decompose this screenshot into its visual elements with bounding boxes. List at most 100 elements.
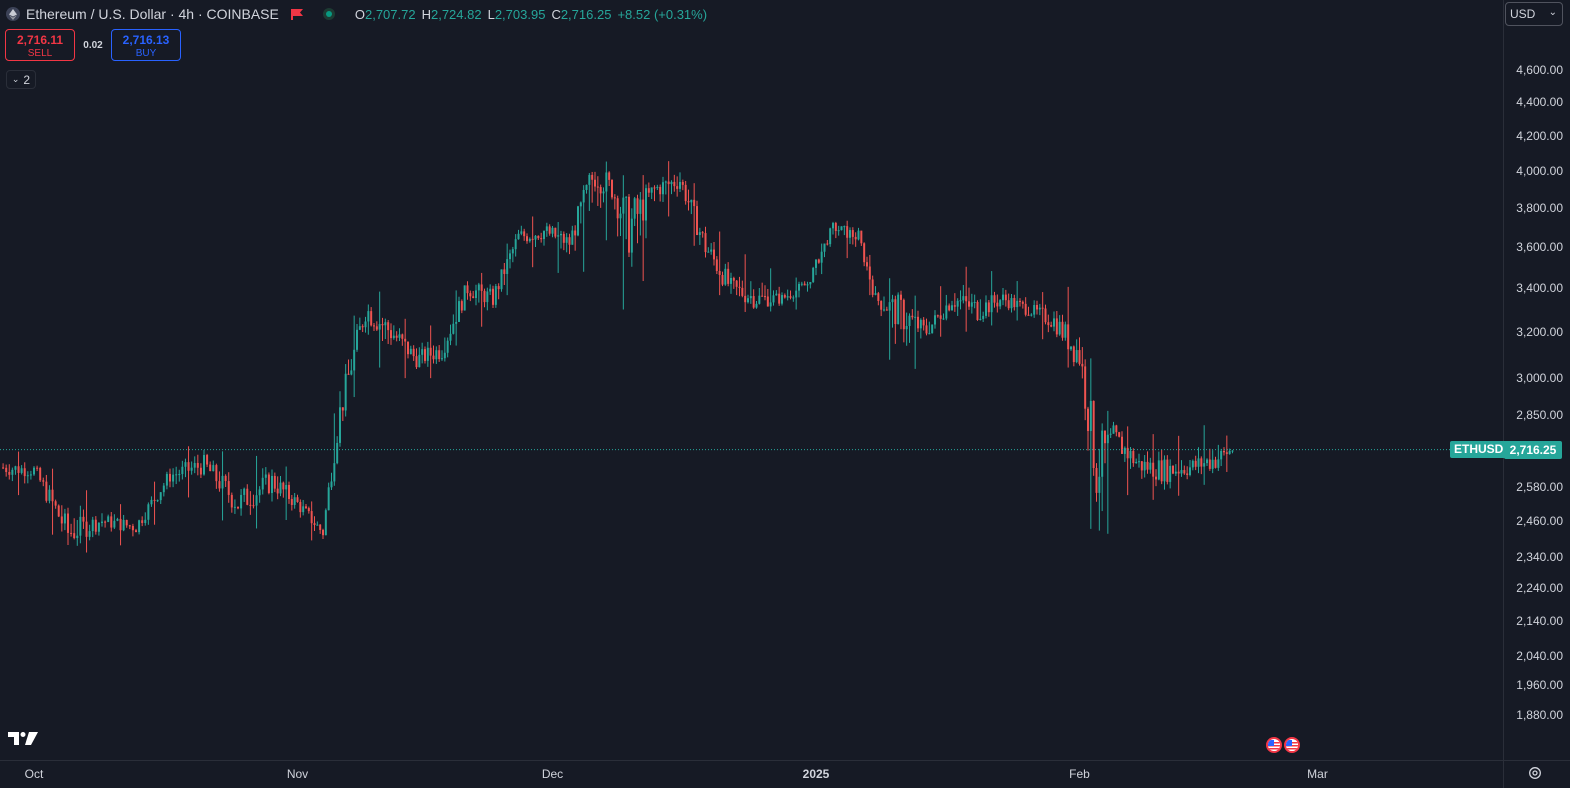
chart-legend: Ethereum / U.S. Dollar · 4h · COINBASE O… <box>6 5 713 23</box>
candle-body <box>1022 302 1024 304</box>
ohlc-open: O2,707.72 <box>355 7 416 22</box>
currency-select[interactable]: USD ⌄ <box>1505 2 1563 26</box>
candle-body <box>430 348 432 356</box>
candle-body <box>897 295 899 324</box>
candle-body <box>940 315 942 319</box>
candle-body <box>798 284 800 291</box>
candle-body <box>45 482 47 501</box>
candle-body <box>1195 461 1197 467</box>
price-tick-label: 1,960.00 <box>1516 678 1563 692</box>
market-open-status-icon[interactable] <box>323 8 335 20</box>
symbol-title[interactable]: Ethereum / U.S. Dollar · 4h · COINBASE <box>26 6 279 22</box>
candle-body <box>311 511 313 523</box>
candle-body <box>526 236 528 241</box>
us-flag-event-icon[interactable] <box>1266 737 1282 753</box>
candle-body <box>781 295 783 304</box>
buy-button[interactable]: 2,716.13 BUY <box>111 29 181 61</box>
candle-body <box>24 468 26 476</box>
candle-body <box>79 517 81 536</box>
candle-body <box>523 231 525 236</box>
candle-body <box>222 476 224 489</box>
candle-body <box>778 294 780 304</box>
candle-body <box>639 200 641 214</box>
candle-body <box>1008 300 1010 308</box>
candle-body <box>390 330 392 338</box>
candle-body <box>600 187 602 193</box>
candle-body <box>1011 298 1013 308</box>
candle-body <box>1229 451 1231 454</box>
candlestick-chart[interactable] <box>0 0 1503 760</box>
candle-body <box>685 185 687 201</box>
economic-events <box>1266 737 1302 753</box>
candle-body <box>705 233 707 252</box>
price-axis[interactable]: 4,600.004,400.004,200.004,000.003,800.00… <box>1503 0 1570 760</box>
candle-body <box>501 269 503 289</box>
candle-body <box>169 474 171 482</box>
candle-body <box>218 481 220 488</box>
candle-body <box>795 291 797 298</box>
candle-body <box>132 526 134 530</box>
time-axis[interactable]: OctNovDec2025FebMar <box>0 760 1503 788</box>
candle-body <box>767 296 769 306</box>
candle-body <box>977 302 979 320</box>
candle-body <box>1158 460 1160 479</box>
candle-body <box>620 214 622 219</box>
sell-label: SELL <box>6 47 74 61</box>
sell-button[interactable]: 2,716.11 SELL <box>5 29 75 61</box>
candle-body <box>325 510 327 535</box>
candle-body <box>396 336 398 338</box>
candle-body <box>447 341 449 353</box>
candle-body <box>18 466 20 473</box>
candle-body <box>1039 308 1041 310</box>
candle-body <box>1025 304 1027 315</box>
trade-buttons: 2,716.11 SELL 0.02 2,716.13 BUY <box>5 29 181 61</box>
candle-body <box>200 468 202 475</box>
us-flag-event-icon[interactable] <box>1284 737 1300 753</box>
collapse-indicators-button[interactable]: ⌄ 2 <box>6 70 36 89</box>
candle-body <box>116 519 118 521</box>
candle-body <box>486 292 488 303</box>
candle-body <box>733 278 735 281</box>
candle-body <box>1183 470 1185 473</box>
candle-body <box>243 489 245 495</box>
candle-body <box>824 244 826 252</box>
settings-icon[interactable] <box>1528 766 1542 780</box>
candle-body <box>82 517 84 522</box>
candle-body <box>1144 462 1146 471</box>
candle-body <box>512 249 514 253</box>
candle-body <box>455 322 457 324</box>
candle-body <box>154 500 156 501</box>
candle-body <box>1192 461 1194 468</box>
candle-body <box>410 349 412 354</box>
price-tick-label: 3,200.00 <box>1516 325 1563 339</box>
candle-body <box>8 472 10 475</box>
candle-body <box>962 296 964 300</box>
candle-body <box>259 489 261 495</box>
time-tick-label: 2025 <box>803 767 830 781</box>
candle-body <box>1093 401 1095 468</box>
candle-body <box>393 336 395 338</box>
flag-icon[interactable] <box>291 9 303 20</box>
candle-body <box>435 350 437 359</box>
candle-body <box>376 326 378 329</box>
candle-body <box>356 330 358 350</box>
candle-body <box>863 243 865 262</box>
candle-body <box>379 324 381 330</box>
candle-body <box>427 348 429 361</box>
candle-body <box>724 269 726 285</box>
candle-body <box>611 180 613 197</box>
price-tick-label: 2,140.00 <box>1516 614 1563 628</box>
candle-body <box>520 231 522 233</box>
candle-body <box>450 334 452 341</box>
candle-body <box>1226 452 1228 454</box>
candle-body <box>787 296 789 297</box>
candle-body <box>920 320 922 328</box>
chart-pane[interactable] <box>0 0 1503 760</box>
candle-body <box>413 349 415 356</box>
tradingview-logo-icon[interactable] <box>8 730 40 746</box>
candle-body <box>1124 448 1126 454</box>
candle-body <box>758 296 760 304</box>
candle-body <box>1053 318 1055 326</box>
candle-body <box>818 259 820 262</box>
candle-body <box>690 200 692 202</box>
